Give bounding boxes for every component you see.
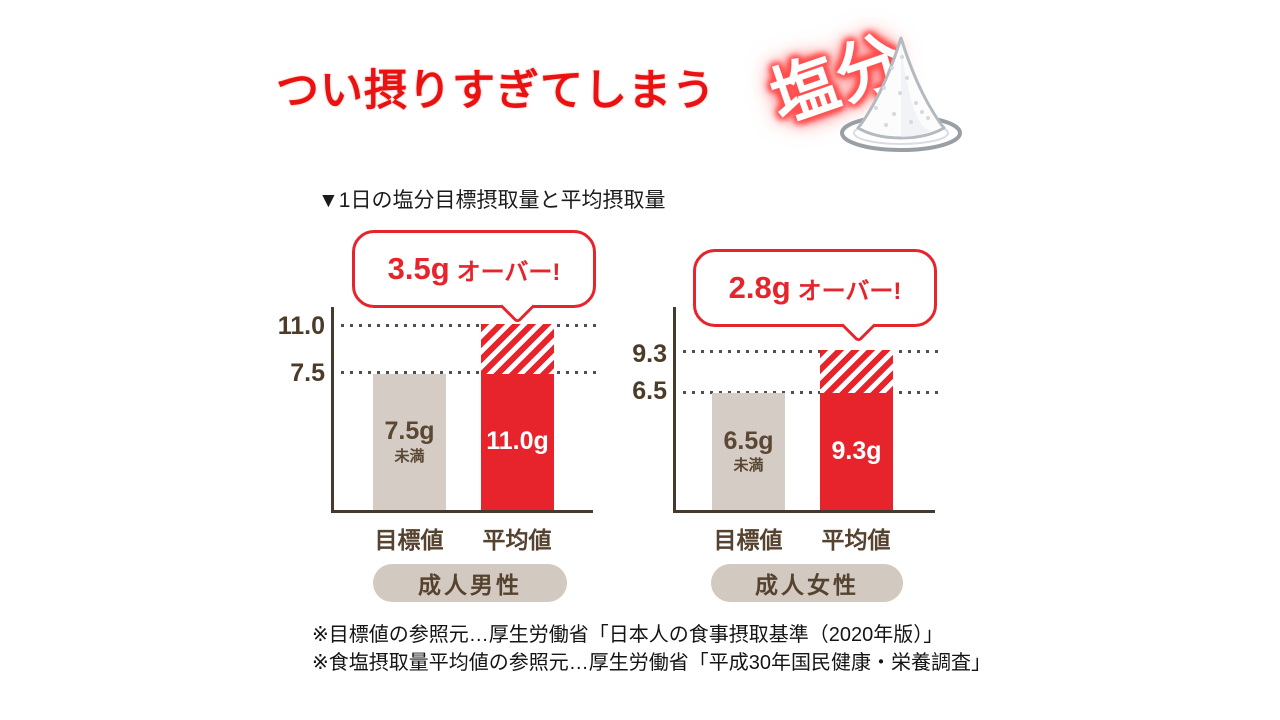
target-bar-sublabel: 未満 [733,457,764,475]
average-bar: 9.3g [820,393,893,510]
excess-text: オーバー! [456,258,561,286]
target-bar-value: 6.5g [723,426,774,455]
group-badge-female: 成人女性 [711,564,903,602]
average-bar-value: 9.3g [831,436,882,465]
target-bar-sublabel: 未満 [394,447,425,465]
excess-callout-male: 3.5g オーバー! [352,230,596,308]
gridline-target [341,371,599,374]
x-axis-line [673,510,935,513]
x-axis-line [331,510,593,513]
group-badge-male: 成人男性 [373,564,567,602]
category-label-target: 目標値 [713,527,783,553]
excess-text: オーバー! [797,277,902,305]
average-bar-value: 11.0g [486,427,549,456]
y-tick-average: 11.0 [277,312,325,340]
average-bar: 11.0g [481,374,554,510]
page-title: つい摂りすぎてしまう [276,67,716,115]
footnotes: ※目標値の参照元…厚生労働省「日本人の食事摂取基準（2020年版）」 ※食塩摂取… [312,621,991,678]
excess-value: 2.8g [728,270,791,305]
chart-heading: ▼1日の塩分目標摂取量と平均摂取量 [318,189,666,212]
gridline-target [683,391,941,394]
y-axis-line [673,307,676,513]
footnote-target-source: ※目標値の参照元…厚生労働省「日本人の食事摂取基準（2020年版）」 [312,624,944,646]
y-tick-target: 7.5 [290,359,325,387]
y-tick-target: 6.5 [632,377,667,405]
salt-pile-on-plate-icon [840,36,962,152]
category-label-average: 平均値 [482,527,552,553]
target-bar: 7.5g 未満 [373,374,446,510]
footnote-average-source: ※食塩摂取量平均値の参照元…厚生労働省「平成30年国民健康・栄養調査」 [312,652,992,675]
y-axis-line [331,307,334,513]
excess-callout-female: 2.8g オーバー! [693,249,937,327]
average-bar-excess-hatch [820,350,893,393]
y-tick-average: 9.3 [632,340,667,368]
gridline-average [683,350,941,353]
target-bar: 6.5g 未満 [712,393,785,510]
gridline-average [341,324,599,327]
category-label-average: 平均値 [821,527,891,553]
excess-value: 3.5g [387,251,450,286]
target-bar-value: 7.5g [384,417,435,446]
average-bar-excess-hatch [481,324,554,374]
category-label-target: 目標値 [374,527,444,553]
